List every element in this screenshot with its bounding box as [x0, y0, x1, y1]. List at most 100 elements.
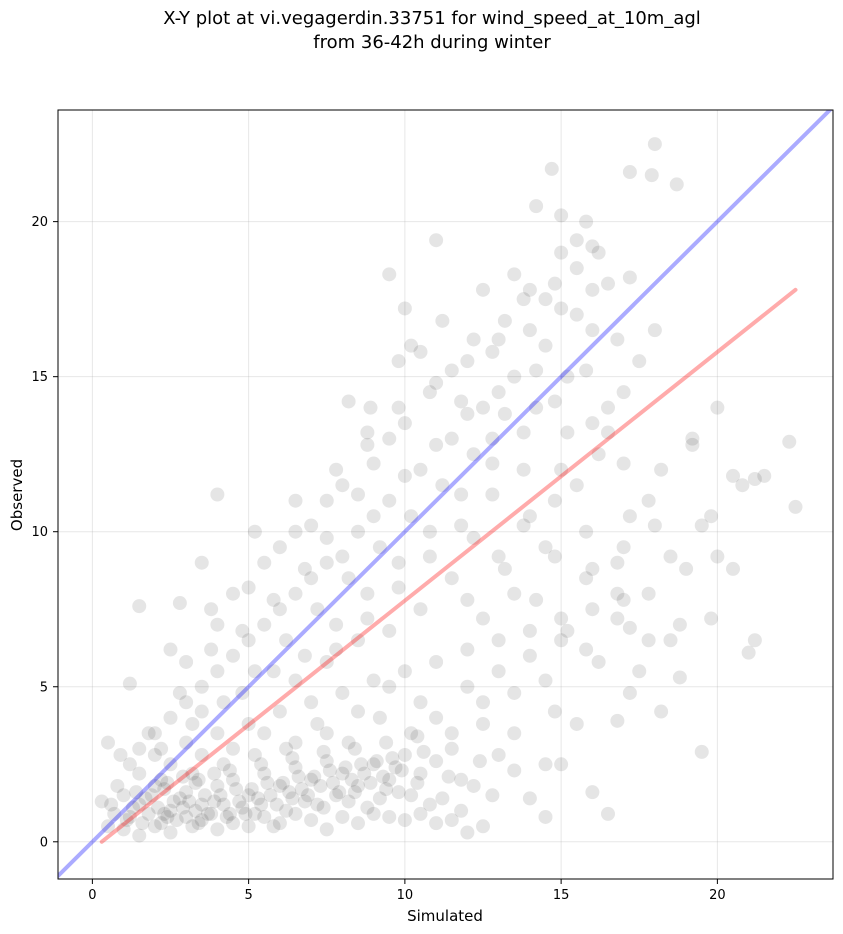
data-point: [516, 518, 531, 533]
data-point: [610, 332, 625, 347]
data-point: [332, 785, 347, 800]
data-point: [138, 791, 153, 806]
data-point: [585, 416, 600, 431]
data-point: [241, 819, 256, 834]
data-point: [413, 602, 428, 617]
data-point: [154, 772, 169, 787]
data-point: [579, 524, 594, 539]
data-point: [132, 797, 147, 812]
data-point: [472, 754, 487, 769]
data-point: [347, 785, 362, 800]
data-point: [101, 735, 115, 750]
y-tick-label: 10: [31, 525, 48, 540]
data-point: [154, 816, 169, 831]
data-point: [560, 369, 575, 384]
data-point: [569, 261, 584, 276]
data-point: [522, 323, 537, 338]
data-point: [329, 788, 344, 803]
data-point: [710, 549, 725, 564]
data-point: [444, 571, 459, 586]
data-point: [269, 797, 284, 812]
data-point: [454, 518, 469, 533]
data-point: [122, 809, 137, 824]
data-point: [622, 685, 637, 700]
grid: [58, 110, 833, 879]
data-point: [507, 369, 522, 384]
data-point: [326, 775, 340, 790]
data-point: [179, 695, 194, 710]
data-point: [622, 509, 637, 524]
data-point: [444, 363, 459, 378]
data-point: [429, 233, 444, 248]
data-point: [319, 530, 334, 545]
data-point: [207, 794, 222, 809]
data-point: [585, 602, 600, 617]
data-point: [116, 788, 131, 803]
y-tick-label: 0: [40, 835, 48, 850]
data-point: [413, 344, 428, 359]
data-point: [454, 803, 469, 818]
data-point: [672, 670, 687, 685]
data-point: [163, 757, 178, 772]
data-point: [113, 747, 128, 762]
data-point: [147, 778, 162, 793]
data-point: [241, 580, 256, 595]
data-point: [672, 617, 687, 632]
data-point: [310, 797, 325, 812]
data-point: [319, 493, 334, 508]
data-point: [704, 509, 719, 524]
data-point: [554, 245, 569, 260]
data-point: [404, 509, 419, 524]
data-point: [176, 800, 190, 815]
data-point: [485, 487, 500, 502]
data-point: [632, 354, 647, 369]
data-point: [222, 806, 237, 821]
data-point: [257, 555, 272, 570]
data-point: [282, 785, 297, 800]
data-point: [397, 468, 412, 483]
data-point: [647, 137, 662, 152]
data-point: [194, 813, 209, 828]
data-point: [579, 214, 594, 229]
data-point: [522, 623, 537, 638]
data-point: [354, 757, 369, 772]
data-point: [210, 617, 225, 632]
data-point: [319, 654, 334, 669]
x-axis-label: Simulated: [407, 907, 483, 925]
data-point: [232, 794, 247, 809]
data-point: [413, 806, 428, 821]
data-point: [476, 611, 490, 626]
data-point: [179, 735, 194, 750]
data-point: [291, 769, 306, 784]
data-point: [460, 642, 475, 657]
data-point: [257, 809, 272, 824]
data-point: [741, 645, 756, 660]
data-point: [429, 710, 444, 725]
data-point: [647, 323, 662, 338]
data-point: [610, 611, 625, 626]
data-point: [360, 437, 375, 452]
data-point: [466, 332, 481, 347]
data-point: [747, 471, 762, 486]
data-point: [366, 509, 381, 524]
data-point: [410, 729, 425, 744]
data-point: [210, 822, 225, 837]
data-point: [485, 344, 500, 359]
data-point: [172, 791, 187, 806]
data-point: [316, 800, 331, 815]
x-tick-label: 0: [88, 888, 96, 903]
data-point: [591, 447, 606, 462]
data-point: [491, 633, 506, 648]
data-point: [397, 416, 412, 431]
data-point: [429, 816, 444, 831]
data-point: [247, 747, 262, 762]
data-point: [529, 363, 544, 378]
data-point: [379, 735, 394, 750]
data-point: [782, 434, 797, 449]
data-point: [141, 726, 156, 741]
data-point: [476, 400, 490, 415]
data-point: [160, 775, 175, 790]
data-point: [491, 385, 506, 400]
data-point: [538, 757, 553, 772]
data-point: [322, 763, 337, 778]
